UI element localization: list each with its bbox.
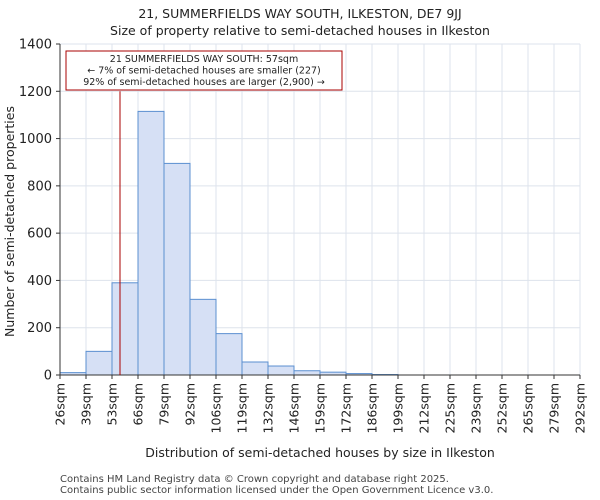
x-tick-label: 172sqm (339, 383, 354, 433)
x-tick-label: 26sqm (53, 383, 68, 426)
x-tick-label: 239sqm (469, 383, 484, 433)
y-tick-label: 0 (44, 369, 52, 384)
x-tick-label: 53sqm (105, 383, 120, 426)
x-tick-label: 186sqm (365, 383, 380, 433)
bar (215, 333, 243, 376)
x-tick-label: 265sqm (521, 383, 536, 433)
y-tick-label: 400 (27, 274, 52, 289)
x-tick-label: 146sqm (287, 383, 302, 433)
y-tick-label: 1000 (19, 132, 52, 147)
bar (163, 162, 191, 376)
footer-line1: Contains HM Land Registry data © Crown c… (60, 474, 449, 485)
y-tick-label: 1200 (19, 85, 52, 100)
bar (293, 370, 321, 376)
x-tick-label: 39sqm (79, 383, 94, 426)
x-tick-label: 132sqm (261, 383, 276, 433)
x-tick-label: 79sqm (157, 383, 172, 426)
y-tick-label: 1400 (19, 38, 52, 53)
bar (111, 282, 139, 376)
x-tick-label: 279sqm (547, 383, 562, 433)
axes: 0 200 400 600 800 1000 1200 1400 26sqm 39sqm 53sqm… (2, 38, 588, 461)
x-tick-label: 119sqm (235, 383, 250, 433)
chart-title-line1: 21, SUMMERFIELDS WAY SOUTH, ILKESTON, DE… (138, 6, 462, 21)
y-tick-label: 200 (27, 321, 52, 336)
bar (85, 350, 113, 376)
annotation-line-2: ← 7% of semi-detached houses are smaller… (87, 66, 321, 77)
x-tick-label: 159sqm (313, 383, 328, 433)
annotation: 21 SUMMERFIELDS WAY SOUTH: 57sqm← 7% of … (65, 50, 343, 91)
x-tick-label: 225sqm (443, 383, 458, 433)
x-tick-label: 92sqm (183, 383, 198, 426)
footer-line2: Contains public sector information licen… (60, 485, 494, 496)
bar (267, 365, 295, 376)
x-tick-label: 106sqm (209, 383, 224, 433)
x-tick-label: 252sqm (495, 383, 510, 433)
chart-title-line2: Size of property relative to semi-detach… (110, 23, 490, 38)
x-tick-label: 292sqm (573, 383, 588, 433)
bar (241, 361, 269, 376)
annotation-line-1: 21 SUMMERFIELDS WAY SOUTH: 57sqm (110, 54, 298, 65)
y-tick-label: 800 (27, 179, 52, 194)
x-tick-label: 199sqm (391, 383, 406, 433)
annotation-box (65, 50, 343, 91)
annotation-line-3: 92% of semi-detached houses are larger (… (83, 77, 325, 88)
bar (189, 298, 217, 376)
y-axis-label: Number of semi-detached properties (2, 106, 17, 337)
bar (137, 110, 165, 376)
bars (59, 110, 399, 376)
x-tick-label: 66sqm (131, 383, 146, 426)
y-tick-label: 600 (27, 227, 52, 242)
x-tick-label: 212sqm (417, 383, 432, 433)
x-axis-label: Distribution of semi-detached houses by … (145, 445, 495, 460)
